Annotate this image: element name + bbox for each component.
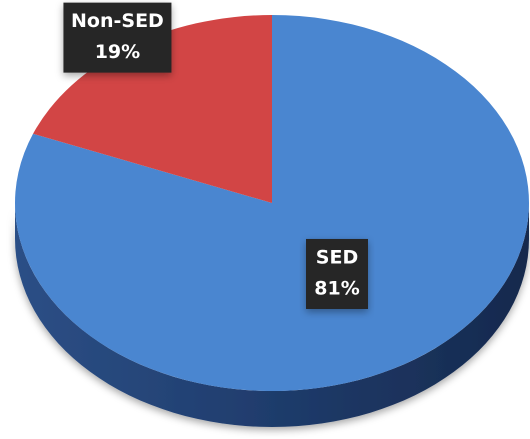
labels: SED 81% Non-SED 19%	[63, 2, 369, 309]
label-box	[63, 2, 172, 73]
label-category: Non-SED	[71, 10, 164, 32]
pie-slice	[33, 15, 273, 203]
label-value: 81%	[314, 277, 359, 299]
label-value: 19%	[95, 41, 140, 63]
label-category: SED	[316, 246, 358, 268]
data-label: Non-SED 19%	[63, 2, 172, 73]
pie-side	[15, 203, 529, 427]
pie	[14, 15, 530, 427]
data-label: SED 81%	[306, 238, 369, 309]
label-box	[306, 238, 369, 309]
